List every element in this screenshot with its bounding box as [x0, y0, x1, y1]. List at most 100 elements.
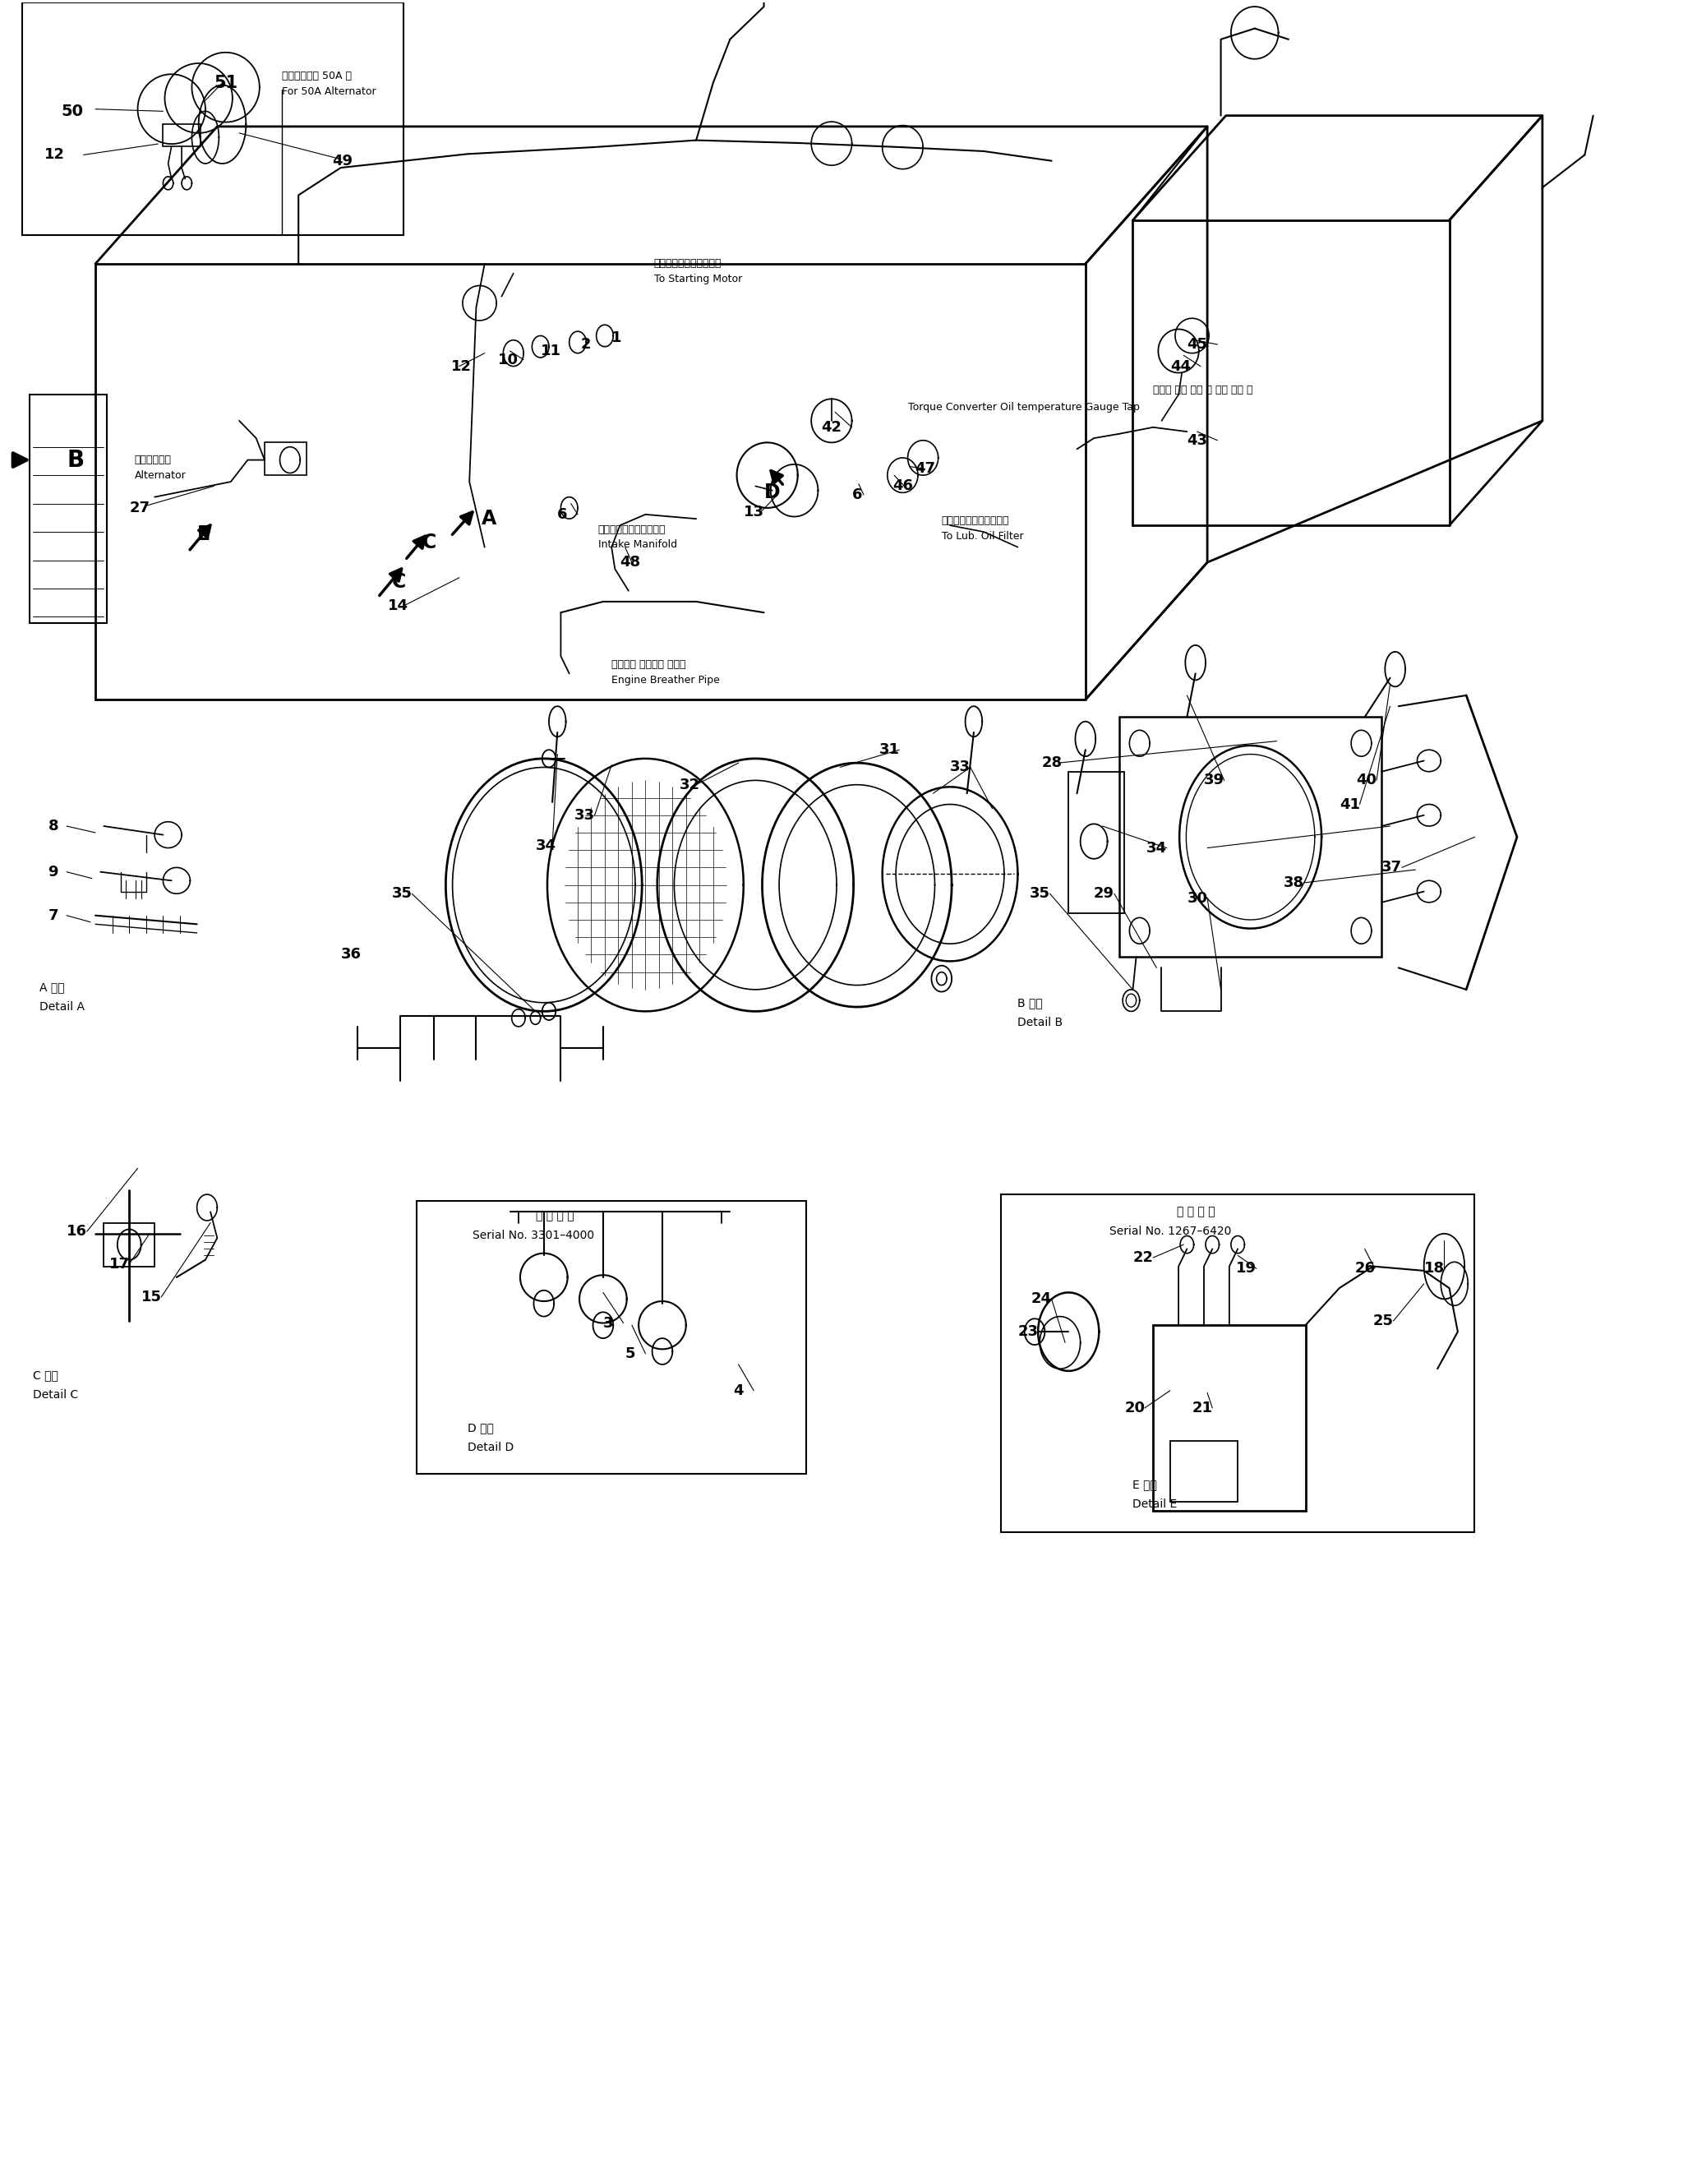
Text: 27: 27 — [129, 500, 149, 515]
Text: 5: 5 — [624, 1345, 635, 1361]
Text: 10: 10 — [499, 352, 519, 367]
Text: 38: 38 — [1283, 876, 1303, 891]
Text: A 詳細: A 詳細 — [39, 981, 64, 994]
Text: 36: 36 — [341, 948, 361, 963]
Text: 14: 14 — [389, 598, 409, 614]
Text: 44: 44 — [1169, 358, 1191, 373]
Text: 23: 23 — [1018, 1324, 1039, 1339]
Text: Alternator: Alternator — [134, 470, 187, 480]
Text: Detail A: Detail A — [39, 1000, 85, 1013]
Text: A: A — [482, 509, 496, 529]
Text: 45: 45 — [1186, 336, 1208, 352]
Text: 49: 49 — [333, 155, 353, 168]
Text: Serial No. 1267–6420: Serial No. 1267–6420 — [1110, 1225, 1230, 1238]
Bar — [163, 124, 200, 146]
Text: For 50A Alternator: For 50A Alternator — [282, 87, 375, 96]
Bar — [29, 395, 107, 622]
Text: 1: 1 — [611, 330, 621, 345]
Text: C: C — [423, 533, 436, 553]
Text: 47: 47 — [915, 461, 935, 476]
Text: 26: 26 — [1354, 1260, 1375, 1275]
Text: インテークマニホールド: インテークマニホールド — [597, 524, 665, 535]
Text: 41: 41 — [1339, 797, 1359, 812]
Text: 適 用 号 機: 適 用 号 機 — [535, 1210, 574, 1223]
Text: B 詳細: B 詳細 — [1018, 996, 1044, 1009]
Text: 43: 43 — [1186, 432, 1208, 448]
Text: 37: 37 — [1381, 860, 1402, 876]
Bar — [22, 2, 404, 236]
Text: 34: 34 — [1147, 841, 1168, 856]
Text: 35: 35 — [1030, 887, 1050, 902]
Text: 2: 2 — [580, 336, 591, 352]
Text: 8: 8 — [48, 819, 58, 834]
Text: 6: 6 — [852, 487, 862, 502]
Text: 46: 46 — [893, 478, 913, 494]
Bar — [1069, 771, 1125, 913]
Text: 48: 48 — [619, 555, 641, 570]
Text: 22: 22 — [1134, 1249, 1154, 1265]
Text: 18: 18 — [1424, 1260, 1444, 1275]
Text: 50: 50 — [61, 103, 83, 120]
Text: 32: 32 — [679, 778, 699, 793]
Text: D: D — [764, 483, 781, 502]
Text: 29: 29 — [1095, 887, 1115, 902]
Bar — [1120, 716, 1381, 957]
Text: 19: 19 — [1235, 1260, 1256, 1275]
Text: 20: 20 — [1125, 1400, 1145, 1415]
Text: 12: 12 — [451, 358, 472, 373]
Text: 30: 30 — [1186, 891, 1208, 906]
Text: スターティングモータへ: スターティングモータへ — [653, 258, 721, 269]
Text: 34: 34 — [535, 839, 557, 854]
Text: 21: 21 — [1191, 1400, 1213, 1415]
Text: 15: 15 — [141, 1289, 161, 1304]
Text: Torque Converter Oil temperature Gauge Tap: Torque Converter Oil temperature Gauge T… — [908, 402, 1139, 413]
Text: Intake Manifold: Intake Manifold — [597, 539, 677, 550]
Text: 9: 9 — [48, 865, 58, 880]
Text: 6: 6 — [557, 507, 568, 522]
Bar — [104, 1223, 154, 1267]
Text: 31: 31 — [879, 743, 899, 758]
Bar — [265, 443, 307, 476]
Text: 33: 33 — [950, 760, 971, 775]
Text: 39: 39 — [1203, 773, 1225, 788]
Text: オルタネータ 50A 用: オルタネータ 50A 用 — [282, 72, 351, 81]
Text: Engine Breather Pipe: Engine Breather Pipe — [611, 675, 720, 686]
Text: 4: 4 — [733, 1382, 743, 1398]
Text: トルク コン バー タ 油温 取出 口: トルク コン バー タ 油温 取出 口 — [1154, 384, 1252, 395]
Text: 13: 13 — [743, 505, 764, 520]
Text: 35: 35 — [392, 887, 412, 902]
Text: Detail C: Detail C — [32, 1389, 78, 1400]
Text: 3: 3 — [602, 1315, 613, 1330]
Text: B: B — [66, 448, 83, 472]
Text: 17: 17 — [109, 1256, 129, 1271]
Text: 25: 25 — [1373, 1313, 1393, 1328]
Text: E 詳細: E 詳細 — [1134, 1479, 1157, 1489]
Text: To Lub. Oil Filter: To Lub. Oil Filter — [942, 531, 1023, 542]
Text: Detail D: Detail D — [468, 1441, 514, 1452]
Text: E: E — [197, 524, 210, 544]
Text: 16: 16 — [66, 1223, 87, 1238]
Text: Serial No. 3301–4000: Serial No. 3301–4000 — [473, 1230, 594, 1241]
Text: Detail E: Detail E — [1134, 1498, 1178, 1509]
Text: C: C — [392, 572, 406, 592]
Bar — [1169, 1441, 1237, 1503]
Text: 33: 33 — [574, 808, 596, 823]
Text: 12: 12 — [44, 149, 64, 162]
Bar — [1154, 1326, 1305, 1511]
Text: D 詳細: D 詳細 — [468, 1422, 494, 1433]
Text: ルーブオイルフィルタへ: ルーブオイルフィルタへ — [942, 515, 1010, 526]
Text: Detail B: Detail B — [1018, 1016, 1062, 1029]
Text: C 詳細: C 詳細 — [32, 1369, 58, 1380]
Text: 24: 24 — [1032, 1291, 1052, 1306]
Bar — [1001, 1195, 1475, 1533]
Text: To Starting Motor: To Starting Motor — [653, 273, 742, 284]
Text: オルタネータ: オルタネータ — [134, 454, 171, 465]
Text: 42: 42 — [821, 419, 842, 435]
Bar — [417, 1201, 806, 1474]
Text: 11: 11 — [540, 343, 562, 358]
Text: 7: 7 — [48, 909, 58, 924]
Text: 28: 28 — [1042, 756, 1062, 771]
Text: 51: 51 — [214, 74, 238, 92]
Text: 適 用 号 機: 適 用 号 機 — [1176, 1206, 1215, 1219]
Text: エンジン ブリーザ パイプ: エンジン ブリーザ パイプ — [611, 660, 686, 670]
